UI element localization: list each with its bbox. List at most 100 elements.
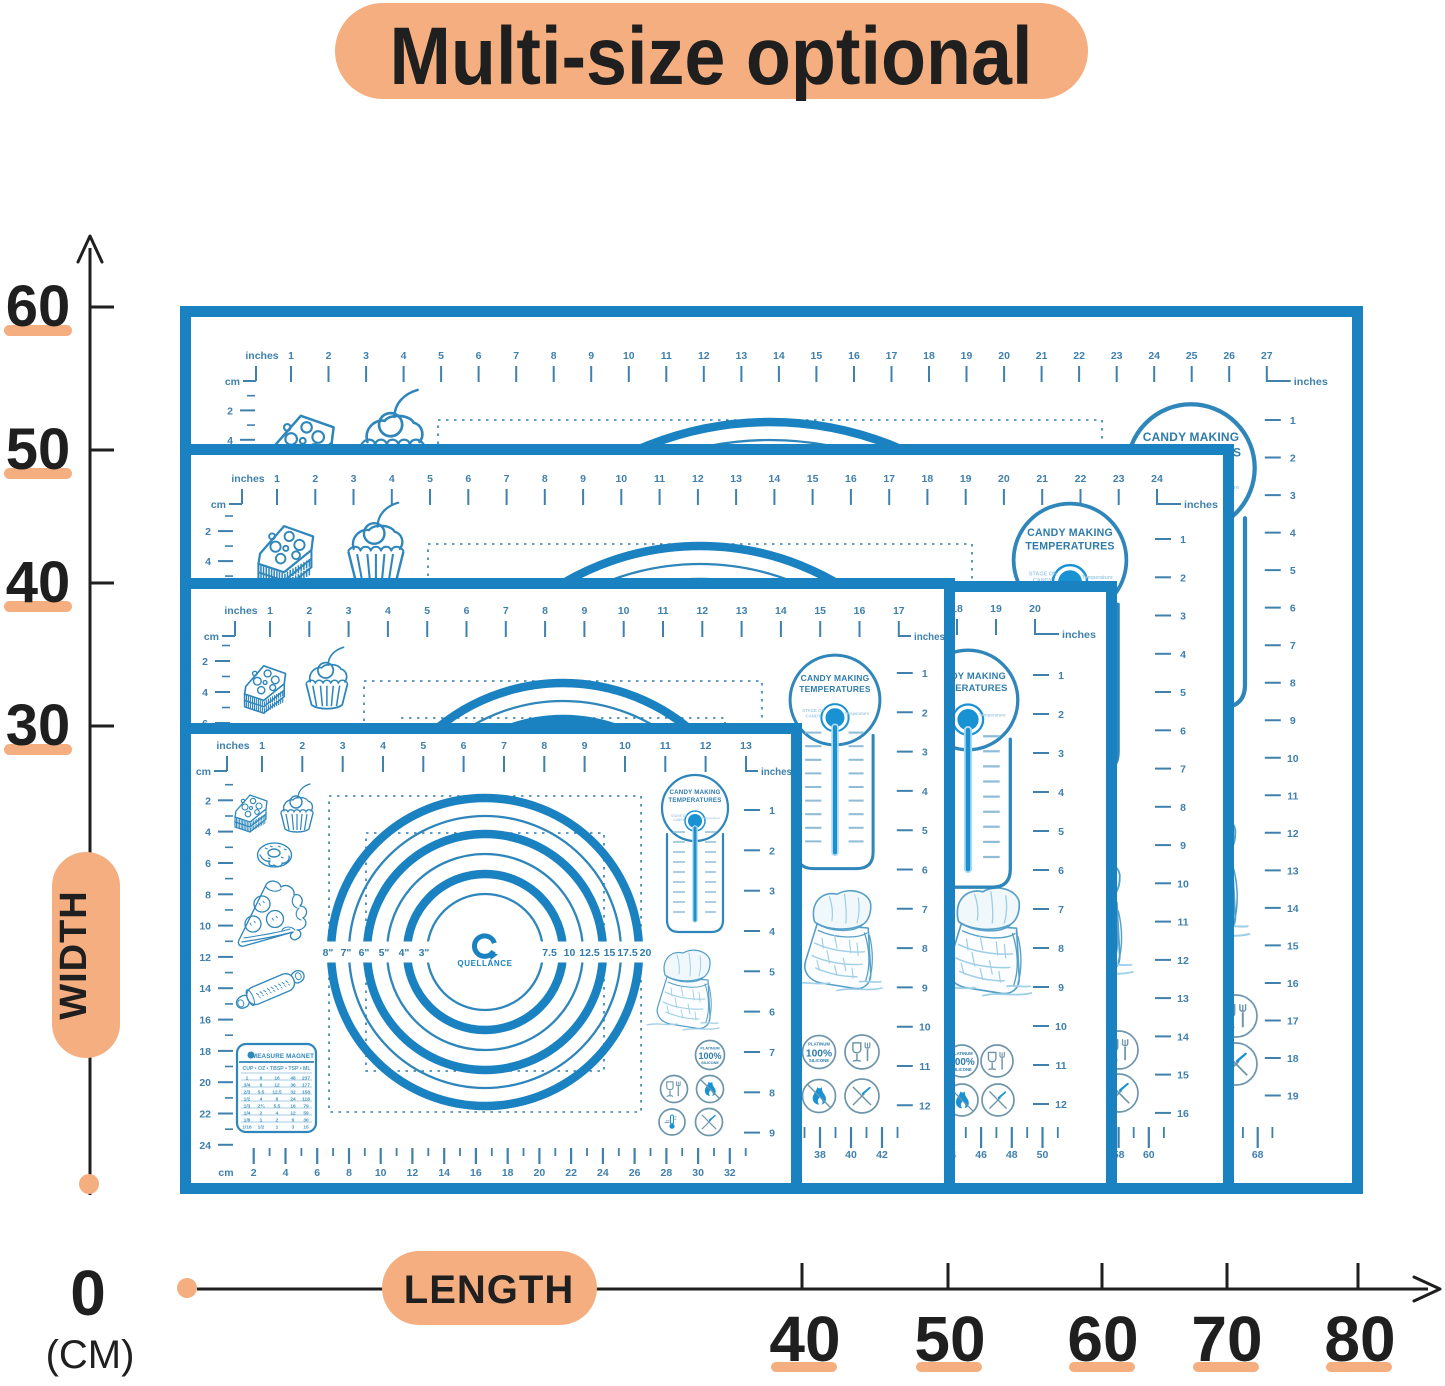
svg-text:Temperature: Temperature [979,713,1007,718]
svg-text:6: 6 [260,1082,263,1088]
svg-text:6: 6 [464,605,470,617]
svg-text:6: 6 [465,473,471,485]
svg-text:15: 15 [303,1124,309,1130]
svg-text:30: 30 [6,693,71,758]
svg-text:13: 13 [736,605,748,617]
svg-text:PLATINUM: PLATINUM [700,1047,719,1051]
svg-text:10: 10 [615,473,627,485]
svg-text:40: 40 [769,1303,840,1375]
svg-text:4: 4 [227,435,233,447]
svg-text:7: 7 [504,473,510,485]
svg-text:2: 2 [205,795,211,807]
svg-text:12: 12 [199,952,211,964]
svg-text:cm: cm [196,766,211,778]
svg-text:25: 25 [1186,350,1198,362]
svg-text:3: 3 [351,473,357,485]
svg-text:18: 18 [1287,1053,1299,1065]
svg-text:58: 58 [1113,1149,1125,1161]
svg-text:CANDY MAKING: CANDY MAKING [1027,527,1113,539]
svg-text:inches: inches [224,605,257,617]
svg-text:2: 2 [312,473,318,485]
svg-text:8: 8 [1180,802,1186,814]
svg-text:14: 14 [1177,1031,1189,1043]
svg-text:4: 4 [205,556,211,568]
svg-text:6: 6 [292,1117,295,1123]
svg-text:CANDY MAKING: CANDY MAKING [801,673,870,683]
svg-text:Temperature: Temperature [1082,575,1113,581]
svg-text:1/16: 1/16 [242,1124,252,1130]
svg-text:WIDTH: WIDTH [53,890,95,1020]
svg-text:3": 3" [419,947,430,959]
svg-text:4: 4 [769,926,775,938]
svg-text:2: 2 [922,707,928,719]
svg-text:12.5: 12.5 [579,947,600,959]
svg-text:1/8: 1/8 [244,1117,251,1123]
svg-text:4: 4 [276,1110,279,1116]
svg-text:50: 50 [914,1303,985,1375]
svg-text:2: 2 [306,605,312,617]
svg-text:3: 3 [346,605,352,617]
svg-text:2¾: 2¾ [258,1102,266,1109]
svg-text:14: 14 [769,473,781,485]
svg-text:24: 24 [199,1140,211,1152]
svg-text:22: 22 [199,1109,211,1121]
svg-text:24: 24 [1151,473,1163,485]
svg-text:68: 68 [1252,1149,1264,1161]
svg-text:8": 8" [323,947,334,959]
svg-text:60: 60 [6,274,71,339]
svg-text:1: 1 [267,605,273,617]
svg-text:22: 22 [1075,473,1087,485]
svg-text:16: 16 [848,350,860,362]
svg-text:11: 11 [1055,1060,1066,1072]
svg-text:13: 13 [730,473,742,485]
svg-text:26: 26 [1223,350,1235,362]
svg-text:1/3: 1/3 [244,1103,251,1109]
svg-text:8: 8 [922,943,928,955]
svg-text:9: 9 [1180,840,1186,852]
svg-text:cm: cm [225,376,240,388]
svg-text:27: 27 [1261,350,1273,362]
svg-text:12: 12 [1177,955,1189,967]
svg-text:3: 3 [1290,490,1296,502]
svg-text:9: 9 [1058,982,1064,994]
svg-text:SILICONE: SILICONE [809,1058,829,1063]
svg-text:LENGTH: LENGTH [404,1268,574,1312]
svg-text:16: 16 [854,605,866,617]
svg-text:9: 9 [1290,715,1296,727]
svg-text:42: 42 [876,1149,888,1161]
svg-text:7.5: 7.5 [542,947,557,959]
svg-text:SILICONE: SILICONE [701,1061,719,1065]
svg-text:20: 20 [1029,603,1041,615]
svg-text:24: 24 [1148,350,1160,362]
svg-text:inches: inches [1062,629,1096,641]
svg-text:17: 17 [1287,1016,1299,1028]
svg-text:10: 10 [619,740,631,752]
svg-text:1: 1 [276,1124,279,1130]
svg-text:4: 4 [283,1167,289,1179]
svg-text:7: 7 [513,350,519,362]
svg-text:1: 1 [1290,415,1296,427]
svg-text:1: 1 [288,350,294,362]
svg-text:15: 15 [814,605,826,617]
svg-text:12: 12 [692,473,704,485]
svg-text:5: 5 [427,473,433,485]
svg-text:10: 10 [623,350,635,362]
svg-text:79: 79 [303,1103,309,1109]
svg-text:1: 1 [1180,534,1186,546]
svg-text:5.5: 5.5 [274,1103,281,1109]
svg-text:12: 12 [290,1110,296,1116]
svg-text:5.5: 5.5 [258,1089,265,1095]
svg-text:9: 9 [588,350,594,362]
svg-text:7: 7 [501,740,507,752]
svg-text:2: 2 [1058,709,1064,721]
svg-text:7: 7 [1290,640,1296,652]
svg-text:18: 18 [951,603,963,615]
svg-text:19: 19 [961,350,973,362]
svg-text:13: 13 [736,350,748,362]
svg-text:24: 24 [597,1167,609,1179]
svg-text:3: 3 [363,350,369,362]
svg-text:12: 12 [407,1167,419,1179]
svg-text:24: 24 [290,1096,296,1102]
svg-text:MEASURE MAGNET: MEASURE MAGNET [252,1053,314,1060]
svg-text:PLATINUM: PLATINUM [951,1051,973,1056]
